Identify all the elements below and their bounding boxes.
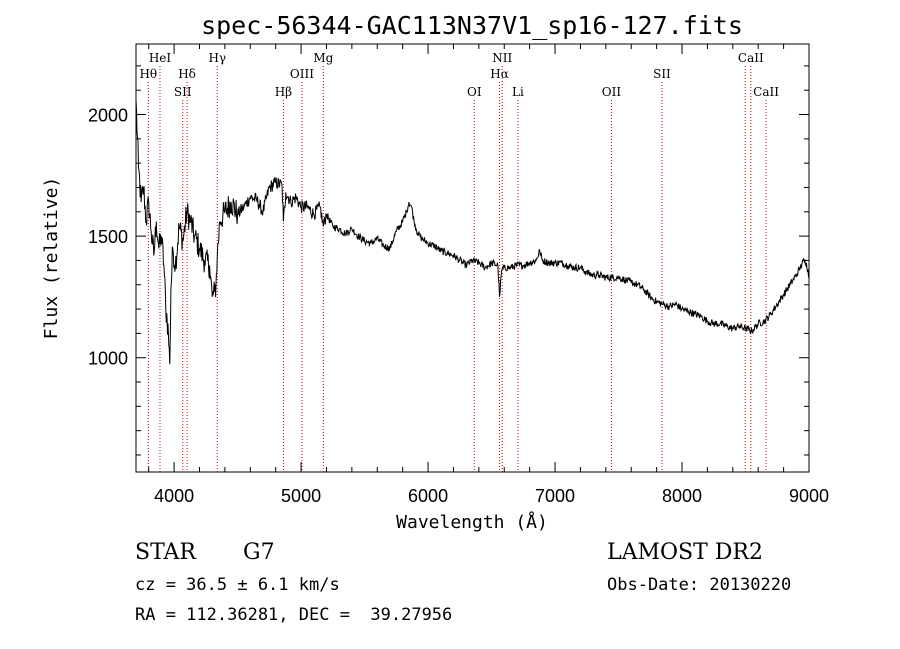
line-label: Hδ — [178, 67, 196, 81]
line-label: Hθ — [139, 67, 157, 81]
x-tick-label: 9000 — [789, 486, 829, 506]
line-label: OI — [467, 85, 482, 99]
y-tick-label: 2000 — [88, 106, 128, 126]
x-tick-label: 5000 — [281, 486, 321, 506]
observation-date: Obs-Date: 20130220 — [607, 575, 792, 595]
x-tick-label: 7000 — [535, 486, 575, 506]
y-axis-label: Flux (relative) — [41, 177, 62, 340]
line-label: NII — [492, 51, 512, 65]
x-tick-label: 8000 — [662, 486, 702, 506]
line-label: SII — [174, 85, 192, 99]
line-label: OIII — [290, 67, 314, 81]
coordinates: RA = 112.36281, DEC = 39.27956 — [135, 605, 453, 625]
y-tick-label: 1500 — [88, 227, 128, 247]
line-label: HeI — [149, 51, 172, 65]
line-label: CaII — [738, 51, 764, 65]
spectrum-line — [135, 99, 810, 365]
x-tick-label: 4000 — [154, 486, 194, 506]
chart-title: spec-56344-GAC113N37V1_sp16-127.fits — [201, 11, 743, 40]
line-label: Li — [512, 85, 524, 99]
spectral-line-markers — [147, 66, 767, 472]
redshift-velocity: cz = 36.5 ± 6.1 km/s — [135, 575, 340, 595]
y-axis-ticks: 1000 1500 2000 — [88, 65, 809, 456]
object-subclass: G7 — [243, 540, 275, 565]
line-label: SII — [653, 67, 671, 81]
line-label: Hα — [490, 67, 509, 81]
object-class: STAR — [135, 540, 196, 565]
x-axis-label: Wavelength (Å) — [396, 511, 548, 533]
line-label: OII — [602, 85, 622, 99]
plot-frame — [135, 43, 810, 473]
x-tick-label: 6000 — [408, 486, 448, 506]
line-label: Hγ — [208, 51, 226, 65]
line-label: Mg — [313, 51, 333, 65]
line-label: Hβ — [275, 85, 292, 99]
x-axis-ticks: 4000 5000 6000 7000 8000 9000 — [148, 44, 829, 506]
y-tick-label: 1000 — [88, 349, 128, 369]
line-label: CaII — [753, 85, 779, 99]
survey-name: LAMOST DR2 — [607, 540, 763, 565]
